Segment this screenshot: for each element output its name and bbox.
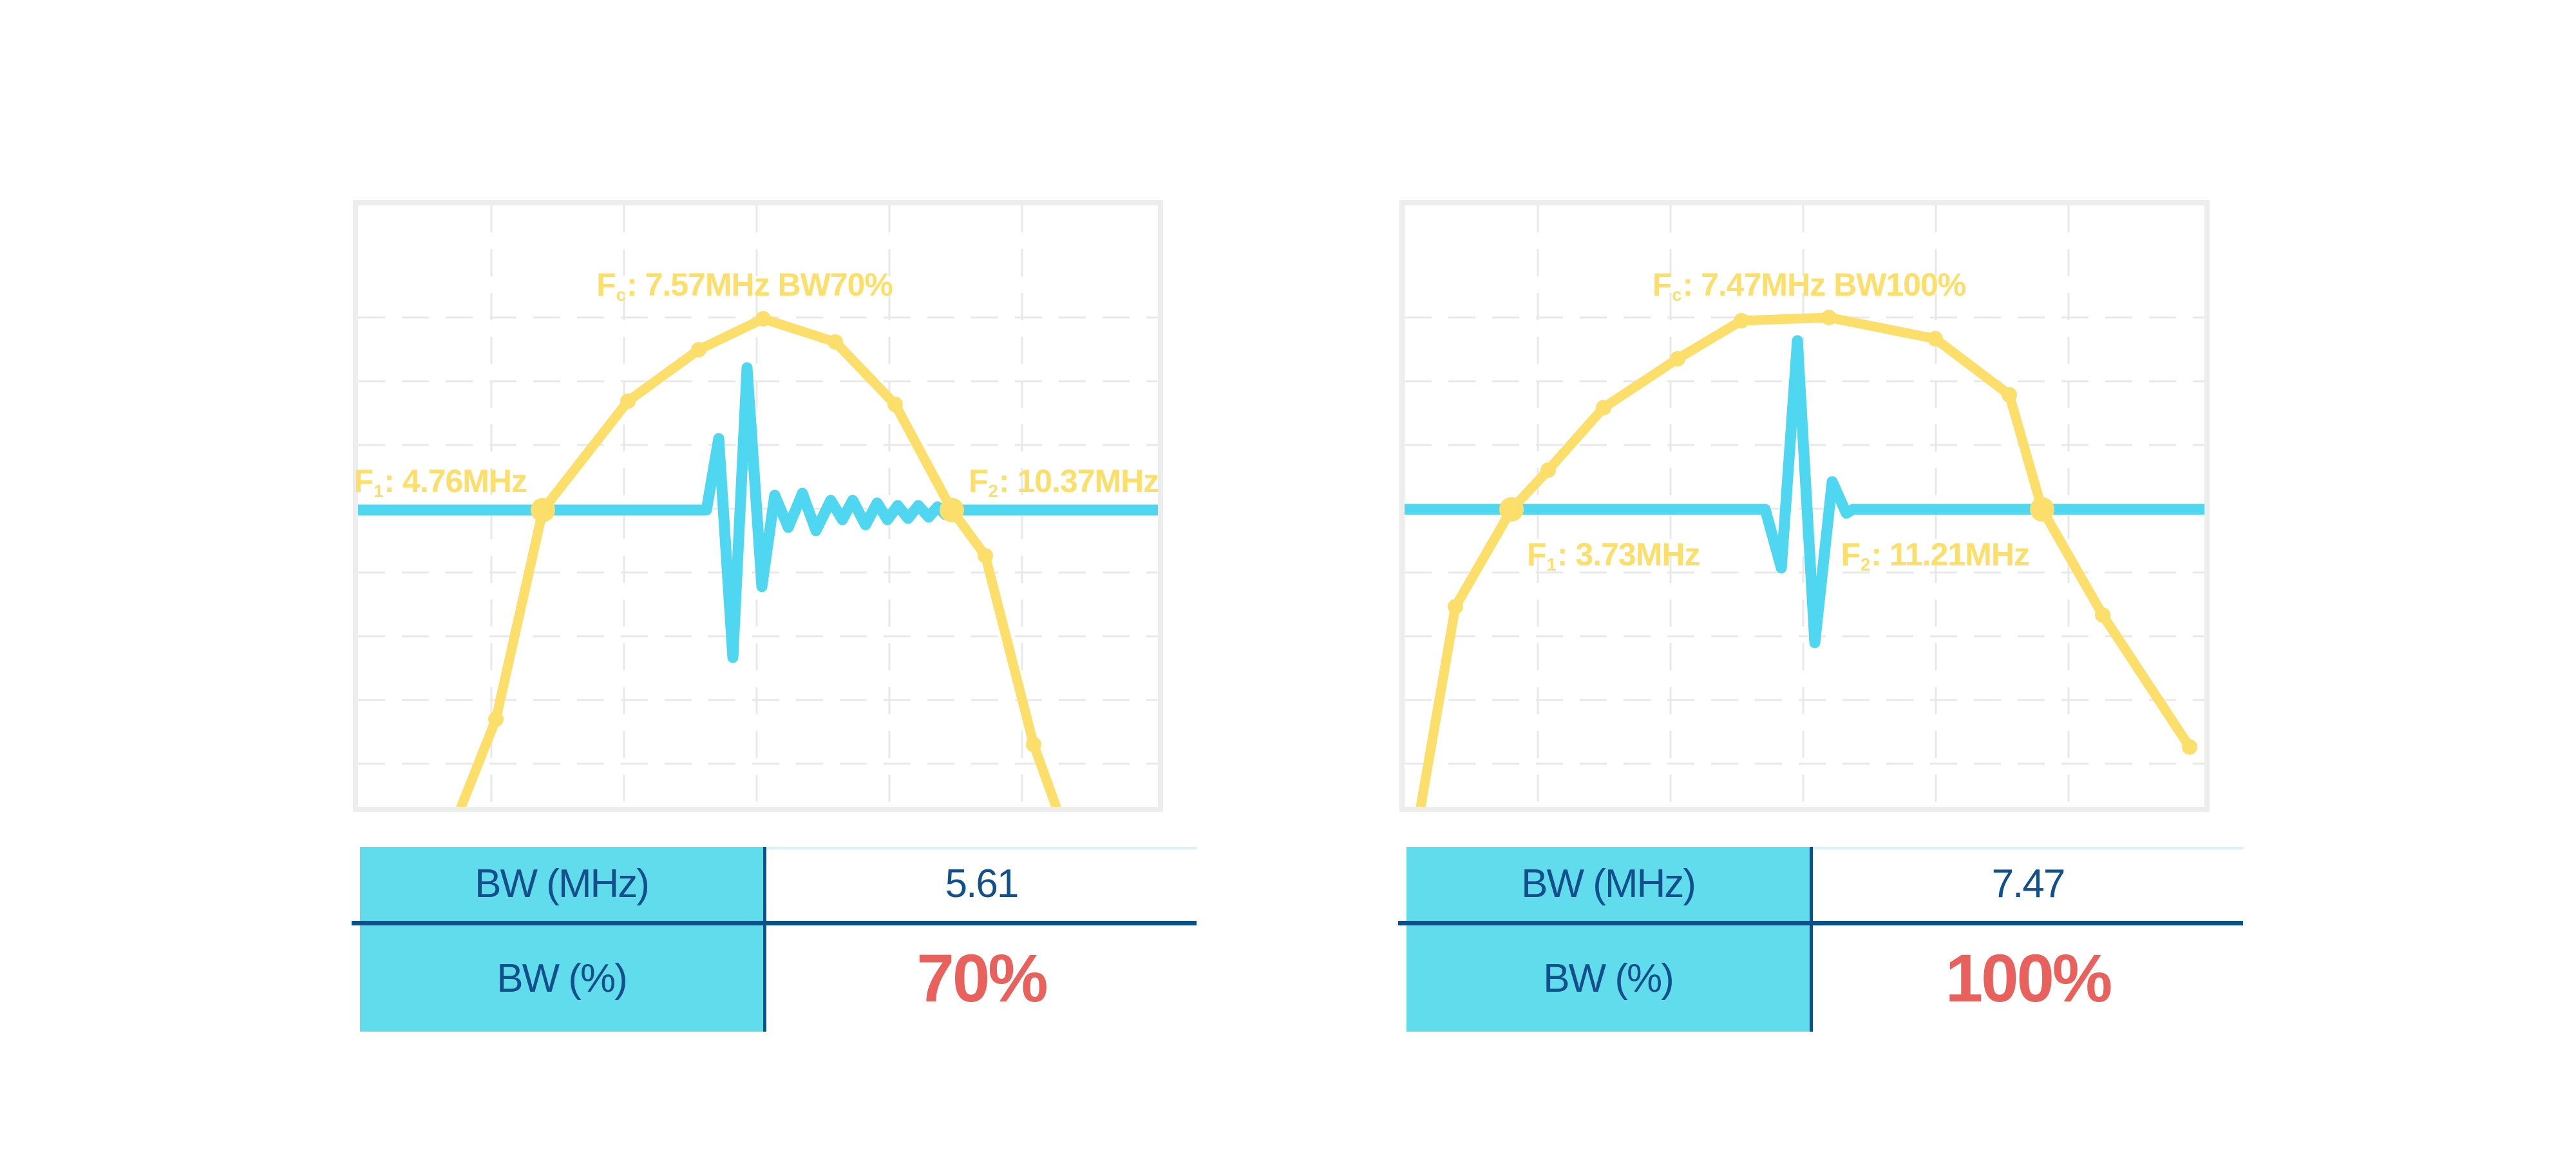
bw-pct-value-cell: 70%	[916, 941, 1048, 1016]
spectrum-plot-right	[1405, 205, 2204, 807]
table-divider-vertical	[763, 847, 766, 1032]
table-header-column-bg	[1406, 847, 1810, 1032]
f1-label-f: F	[1527, 536, 1547, 572]
table-divider-vertical	[1810, 847, 1813, 1032]
f2-label-value: : 10.37MHz	[998, 463, 1159, 499]
fc-label-sub: c	[1672, 285, 1681, 305]
f1-label-value: : 3.73MHz	[1557, 536, 1701, 572]
bw-mhz-header-cell: BW (MHz)	[1521, 861, 1696, 906]
bw-mhz-header-cell: BW (MHz)	[475, 861, 650, 906]
fc-label: Fc: 7.47MHz BW100%	[1652, 267, 1967, 304]
fc-label-value: : 7.47MHz BW100%	[1682, 267, 1967, 303]
f2-label-f: F	[1841, 536, 1861, 572]
table-header-column-bg	[360, 847, 763, 1032]
f2-label: F2: 11.21MHz	[1841, 536, 2030, 575]
f1-label-sub: 1	[374, 481, 383, 502]
f1-label-sub: 1	[1546, 554, 1557, 575]
f1-label: F1: 3.73MHz	[1527, 536, 1701, 575]
bw-mhz-value-cell: 5.61	[945, 861, 1019, 906]
bw-pct-header-cell: BW (%)	[1543, 956, 1674, 1001]
fc-label: Fc: 7.57MHz BW70%	[596, 267, 893, 304]
chart-panel-right: Fc: 7.47MHz BW100% F1: 3.73MHz F2: 11.21…	[1399, 200, 2210, 812]
bw-table-left: BW (MHz) 5.61 BW (%) 70%	[352, 847, 1197, 1032]
f1-label: F1: 4.76MHz	[354, 463, 527, 500]
f2-label-f: F	[969, 463, 989, 499]
fc-label-sub: c	[616, 285, 626, 305]
table-topline	[766, 847, 1197, 849]
f2-label: F2: 10.37MHz	[969, 463, 1159, 500]
bw-pct-header-cell: BW (%)	[497, 956, 628, 1001]
bw-mhz-value-cell: 7.47	[1991, 861, 2066, 906]
f1-label-f: F	[354, 463, 374, 499]
f1-label-value: : 4.76MHz	[384, 463, 527, 499]
spectrum-plot-left	[358, 205, 1158, 807]
fc-label-value: : 7.57MHz BW70%	[626, 267, 893, 303]
f2-label-value: : 11.21MHz	[1871, 536, 2030, 572]
fc-label-f: F	[1652, 267, 1672, 303]
bw-table-right: BW (MHz) 7.47 BW (%) 100%	[1398, 847, 2243, 1032]
chart-panel-left: Fc: 7.57MHz BW70% F1: 4.76MHz F2: 10.37M…	[353, 200, 1163, 812]
bw-pct-value-cell: 100%	[1945, 941, 2113, 1016]
table-topline	[1813, 847, 2243, 849]
fc-label-f: F	[596, 267, 616, 303]
table-divider-horizontal	[352, 921, 1197, 925]
f2-label-sub: 2	[1861, 554, 1870, 575]
f2-label-sub: 2	[988, 481, 998, 502]
table-divider-horizontal	[1398, 921, 2243, 925]
